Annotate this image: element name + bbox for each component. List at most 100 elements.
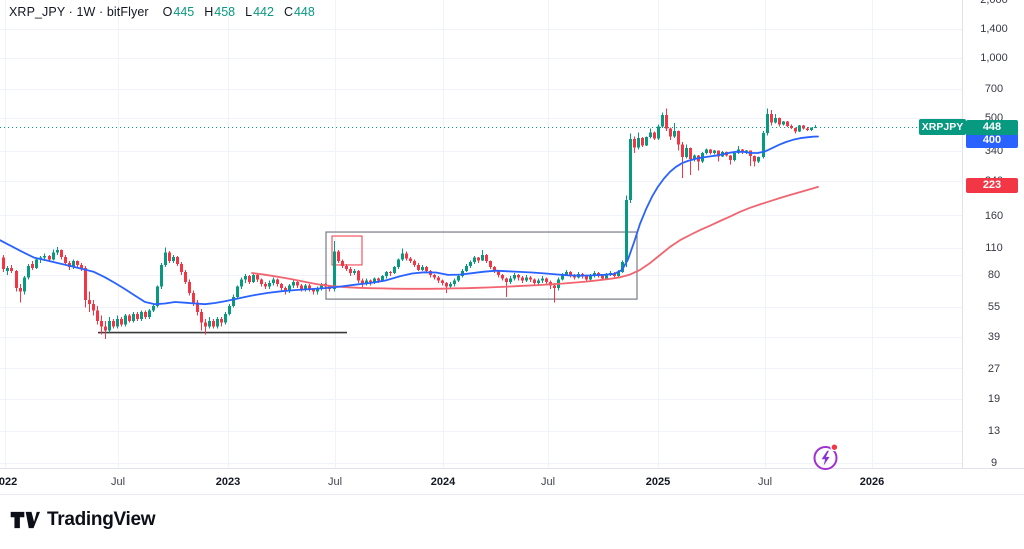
- moving-averages: [0, 135, 819, 306]
- candle-body: [228, 305, 231, 314]
- candle-body: [389, 271, 392, 273]
- symbol-title: XRP_JPY · 1W · bitFlyer: [9, 5, 149, 19]
- candle-body: [481, 255, 484, 261]
- candle-body: [810, 127, 813, 131]
- spark-circle: [813, 446, 838, 470]
- candle-body: [437, 277, 440, 281]
- price-axis-label: 39: [987, 330, 1001, 343]
- candle-body: [553, 285, 556, 288]
- candle-body: [790, 126, 793, 129]
- candle-body: [156, 286, 159, 306]
- chart-legend[interactable]: XRP_JPY · 1W · bitFlyer O445 H458 L442 C…: [9, 5, 315, 19]
- candle-body: [369, 280, 372, 282]
- candle-body: [693, 155, 696, 160]
- candle-body: [19, 287, 22, 292]
- candle-body: [757, 156, 760, 162]
- gray-rectangle-drawing: [325, 231, 638, 300]
- candle-body: [762, 133, 765, 157]
- candle-body: [43, 255, 46, 258]
- candle-body: [252, 275, 255, 282]
- candle-body: [168, 252, 171, 262]
- lightning-spark-icon[interactable]: [811, 441, 841, 473]
- candle-body: [753, 155, 756, 162]
- candle-body: [409, 258, 412, 262]
- candle-body: [341, 261, 344, 266]
- time-axis-label: 2025: [645, 475, 671, 488]
- candle-body: [537, 280, 540, 283]
- user-drawings[interactable]: [98, 231, 638, 334]
- price-axis-label: 19: [987, 392, 1001, 405]
- chart-canvas[interactable]: [0, 0, 1024, 493]
- candle-body: [617, 271, 620, 277]
- candle-body: [204, 322, 207, 327]
- candle-body: [236, 286, 239, 298]
- tradingview-logo[interactable]: TradingView: [10, 509, 156, 531]
- candle-body: [264, 284, 267, 287]
- candle-body: [445, 282, 448, 287]
- candle-body: [589, 276, 592, 280]
- candle-body: [453, 280, 456, 285]
- low-label: L: [245, 5, 253, 19]
- candle-body: [605, 275, 608, 279]
- candle-body: [345, 265, 348, 269]
- tradingview-logo-glyph: [10, 511, 40, 529]
- candle-body: [184, 271, 187, 282]
- candle-body: [709, 149, 712, 154]
- time-axis-label: 2024: [430, 475, 456, 488]
- candle-body: [677, 130, 680, 145]
- price-axis-label: 80: [987, 269, 1001, 282]
- candle-body: [31, 264, 34, 268]
- candle-body: [357, 270, 360, 281]
- candle-body: [60, 250, 63, 257]
- candle-body: [513, 275, 516, 279]
- candle-body: [637, 137, 640, 148]
- candle-body: [10, 267, 13, 271]
- candle-body: [35, 259, 38, 268]
- candle-body: [92, 304, 95, 311]
- legend-separator2: ·: [99, 5, 107, 19]
- candle-body: [417, 264, 420, 270]
- candlestick-series: [2, 108, 817, 340]
- candle-body: [385, 271, 388, 277]
- time-axis[interactable]: 2022 Jul 2023 Jul 2024 Jul 2025 Jul 2026: [0, 468, 1024, 495]
- time-axis-label: 2023: [215, 475, 241, 488]
- candle-body: [64, 256, 67, 264]
- candle-body: [337, 251, 340, 262]
- candle-body: [806, 128, 809, 131]
- candle-body: [212, 320, 215, 327]
- candle-body: [657, 126, 660, 139]
- candle-body: [705, 149, 708, 154]
- candle-body: [56, 250, 59, 253]
- price-axis-label: 160: [984, 209, 1004, 222]
- candle-body: [128, 315, 131, 321]
- candle-body: [320, 284, 323, 288]
- time-axis-label: Jul: [540, 475, 556, 488]
- candle-body: [665, 114, 668, 129]
- price-axis-label: 55: [987, 301, 1001, 314]
- price-axis-label: 13: [987, 425, 1001, 438]
- candle-body: [545, 278, 548, 282]
- candle-body: [148, 310, 151, 318]
- price-badge-448: 448: [966, 119, 1018, 135]
- high-value: 458: [214, 5, 236, 19]
- price-axis-label: 700: [984, 82, 1004, 95]
- candle-body: [132, 313, 135, 321]
- candle-body: [284, 287, 287, 291]
- lightning-bolt: [821, 450, 830, 466]
- price-axis[interactable]: 2,0001,4001,0007005003402401601108055392…: [962, 0, 1024, 468]
- candle-body: [717, 150, 720, 157]
- candle-body: [108, 320, 111, 331]
- price-axis-label: 110: [985, 241, 1003, 254]
- candle-body: [373, 278, 376, 282]
- time-axis-label: 2026: [859, 475, 885, 488]
- candle-body: [104, 326, 107, 331]
- candle-body: [565, 271, 568, 276]
- candle-body: [377, 278, 380, 281]
- low-value: 442: [253, 5, 274, 19]
- close-value: 448: [293, 5, 315, 19]
- candle-body: [485, 255, 488, 262]
- candle-body: [633, 138, 636, 148]
- candle-body: [349, 268, 352, 273]
- time-axis-label: Jul: [327, 475, 343, 488]
- price-axis-label: 1,000: [980, 51, 1008, 64]
